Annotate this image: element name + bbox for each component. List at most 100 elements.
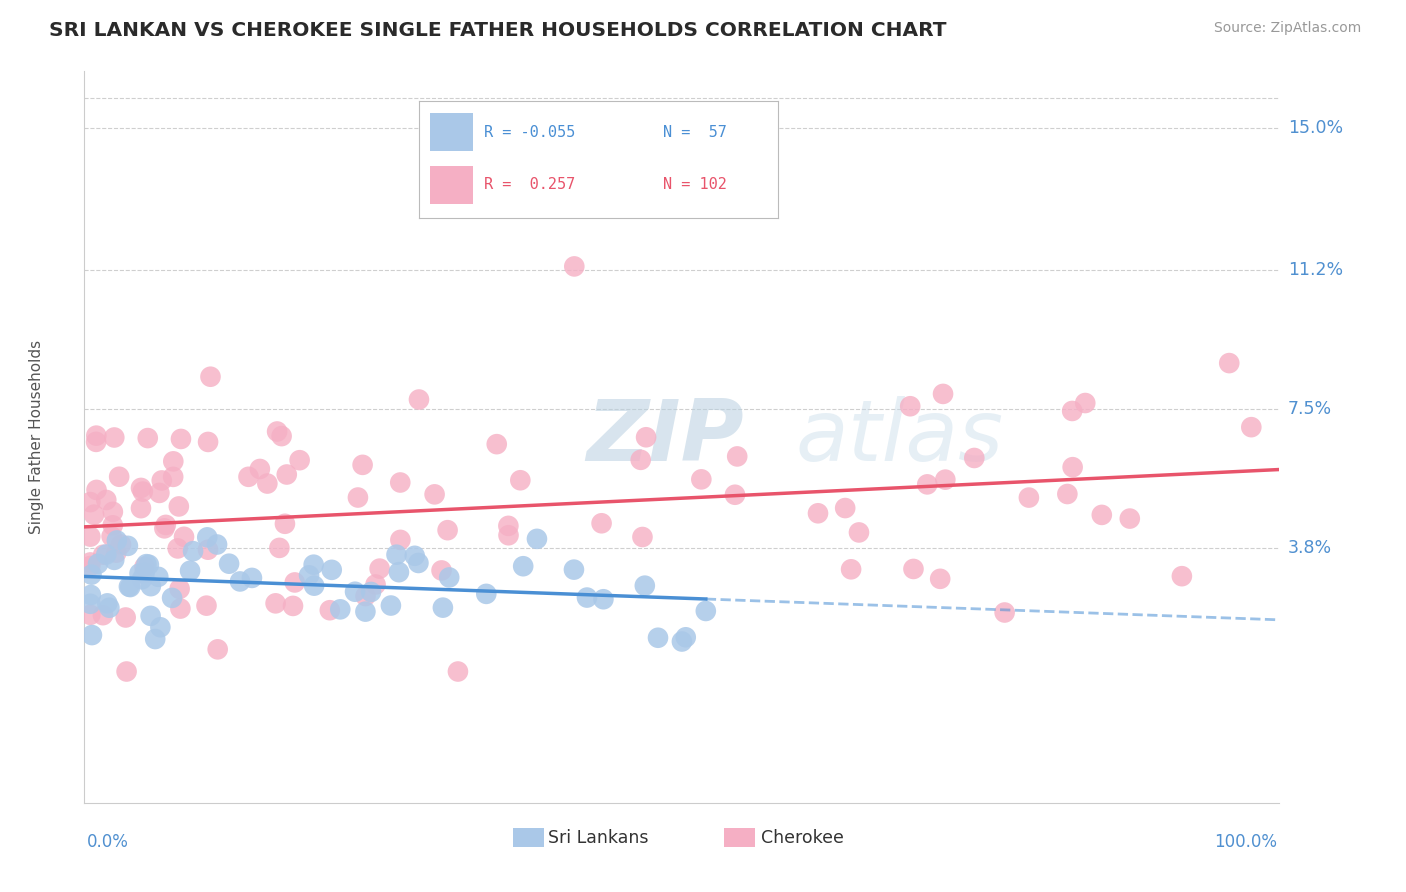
Point	[592, 592, 614, 607]
Point	[134, 566, 156, 580]
Point	[385, 548, 408, 562]
Point	[439, 570, 461, 584]
Point	[96, 548, 118, 562]
Point	[1119, 511, 1142, 525]
Point	[1018, 491, 1040, 505]
Point	[671, 634, 693, 648]
Point	[432, 600, 454, 615]
Point	[114, 610, 136, 624]
Point	[118, 580, 141, 594]
Point	[1074, 396, 1097, 410]
Point	[115, 665, 138, 679]
Point	[238, 470, 260, 484]
Text: 11.2%: 11.2%	[1288, 261, 1343, 279]
Point	[724, 488, 747, 502]
Point	[690, 472, 713, 486]
Point	[131, 572, 153, 586]
Point	[166, 541, 188, 556]
Point	[404, 549, 426, 563]
Point	[79, 559, 101, 574]
Point	[264, 596, 287, 610]
Point	[630, 453, 652, 467]
Point	[101, 505, 124, 519]
Point	[129, 501, 152, 516]
Text: atlas: atlas	[796, 395, 1004, 479]
Point	[562, 260, 585, 274]
Point	[447, 665, 470, 679]
Point	[319, 603, 342, 617]
Point	[98, 600, 121, 615]
Text: SRI LANKAN VS CHEROKEE SINGLE FATHER HOUSEHOLDS CORRELATION CHART: SRI LANKAN VS CHEROKEE SINGLE FATHER HOU…	[49, 21, 946, 40]
Point	[108, 469, 131, 483]
Point	[170, 432, 193, 446]
Point	[181, 544, 204, 558]
Point	[368, 561, 391, 575]
Point	[167, 500, 190, 514]
Point	[117, 539, 139, 553]
Point	[509, 473, 531, 487]
Point	[298, 568, 321, 582]
Text: 3.8%: 3.8%	[1288, 539, 1331, 557]
Point	[269, 541, 291, 555]
Point	[380, 599, 402, 613]
Point	[354, 589, 377, 603]
Point	[388, 565, 411, 579]
Point	[139, 608, 162, 623]
Point	[636, 430, 658, 444]
Point	[562, 563, 585, 577]
Point	[197, 434, 219, 449]
Point	[302, 558, 325, 572]
Point	[281, 599, 304, 613]
Point	[128, 566, 150, 581]
Text: ZIP: ZIP	[586, 395, 744, 479]
Point	[631, 530, 654, 544]
Point	[1171, 569, 1194, 583]
Point	[302, 579, 325, 593]
Point	[839, 562, 862, 576]
Point	[110, 537, 132, 551]
Point	[79, 530, 101, 544]
Point	[207, 642, 229, 657]
Point	[903, 562, 925, 576]
Point	[647, 631, 669, 645]
Point	[100, 529, 122, 543]
Point	[105, 533, 128, 548]
Point	[200, 369, 222, 384]
Point	[329, 602, 352, 616]
Text: 7.5%: 7.5%	[1288, 400, 1331, 418]
Point	[249, 462, 271, 476]
Point	[934, 473, 956, 487]
Point	[101, 518, 124, 533]
Point	[1062, 460, 1084, 475]
Point	[79, 607, 101, 622]
Point	[498, 528, 520, 542]
Point	[80, 588, 103, 602]
Point	[169, 582, 191, 596]
Point	[430, 564, 453, 578]
Point	[408, 392, 430, 407]
Point	[347, 491, 370, 505]
Point	[591, 516, 613, 531]
Point	[79, 556, 101, 570]
Point	[498, 519, 520, 533]
Point	[932, 387, 955, 401]
Point	[87, 557, 110, 571]
Point	[169, 601, 191, 615]
Point	[160, 591, 183, 605]
Text: Sri Lankans: Sri Lankans	[548, 829, 648, 847]
Point	[150, 474, 173, 488]
Point	[83, 508, 105, 522]
Text: Cherokee: Cherokee	[761, 829, 844, 847]
Point	[1218, 356, 1240, 370]
Point	[96, 492, 118, 507]
Point	[195, 599, 218, 613]
Text: 0.0%: 0.0%	[87, 833, 129, 851]
Point	[120, 580, 142, 594]
Point	[229, 574, 252, 589]
Point	[1240, 420, 1263, 434]
Point	[436, 523, 458, 537]
Point	[475, 587, 498, 601]
Point	[423, 487, 446, 501]
Point	[162, 454, 184, 468]
Point	[994, 606, 1017, 620]
